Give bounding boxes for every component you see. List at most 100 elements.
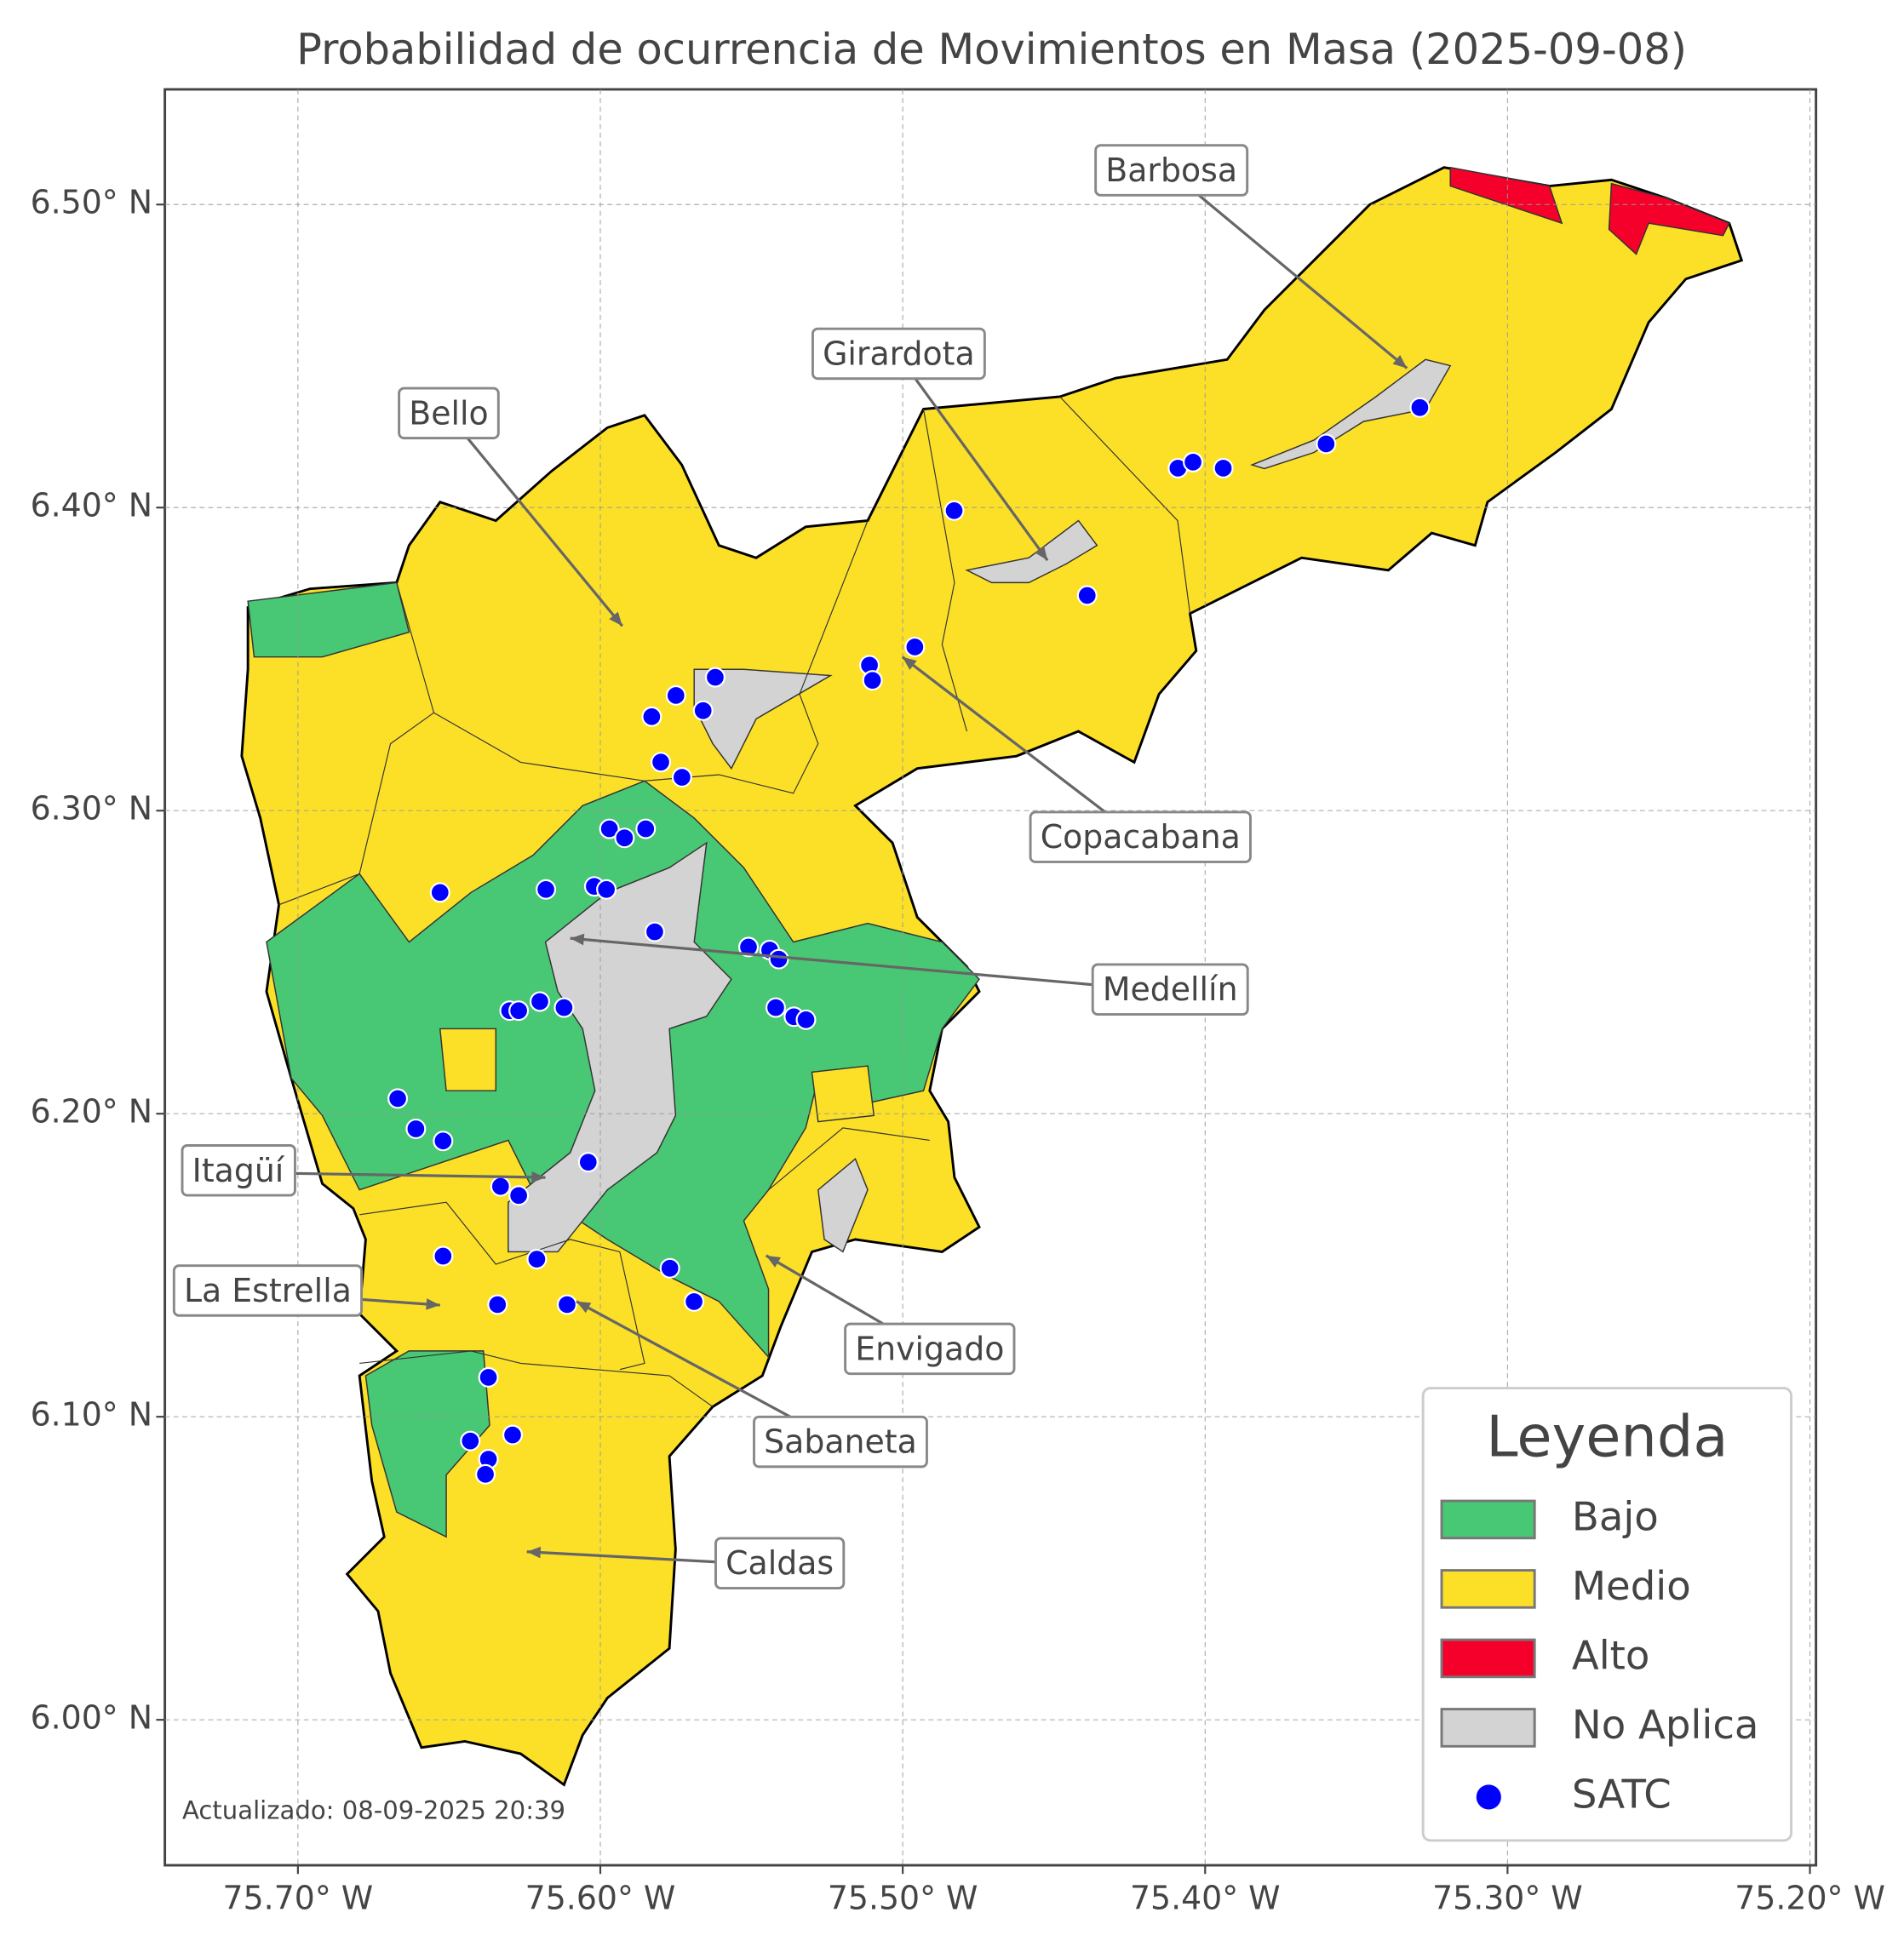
satc-point [862,670,883,691]
annotation: Barbosa [1094,144,1408,369]
satc-point [596,879,617,900]
satc-point [405,1118,427,1140]
annotation-label: Itagüí [192,1152,285,1189]
annotation-box [172,1264,363,1317]
annotation-box [398,386,500,440]
annotation-box [1091,963,1249,1016]
annotation: Medellín [570,933,1249,1016]
satc-point [671,767,692,788]
annotation: Caldas [526,1537,846,1589]
x-tick-label: 75.70° W [223,1879,374,1916]
basemap [240,166,1744,1787]
satc-point [1316,433,1337,455]
region-medio [811,1065,875,1123]
annotation-box [844,1322,1016,1376]
satc-point [490,1176,511,1197]
annotation-label: Copacabana [1041,818,1241,856]
annotation-arrowhead [1035,546,1048,561]
satc-point [738,936,760,958]
annotation-arrowhead [576,1301,592,1314]
annotation-label: Medellín [1103,970,1238,1008]
annotation-arrowhead [570,933,585,946]
satc-point [644,921,665,942]
annotation-arrowhead [526,1546,542,1559]
legend-label: Bajo [1572,1493,1659,1539]
annotation: Copacabana [901,656,1252,863]
satc-point [1213,457,1234,478]
annotation-arrowhead [902,656,917,670]
satc-point [659,1257,680,1279]
annotation-label: Sabaneta [764,1423,917,1461]
x-tick-label: 75.30° W [1432,1879,1583,1916]
legend-swatch [1440,1638,1536,1679]
plot-frame [163,88,1818,1867]
y-tick-label: 6.00° N [31,1699,152,1737]
satc-point [1183,451,1204,472]
y-tick-label: 6.10° N [31,1396,152,1434]
satc-point [704,667,725,688]
annotation-arrowhead [531,1171,546,1183]
legend-label: Medio [1572,1563,1691,1609]
legend-swatch [1440,1569,1536,1609]
satc-point [614,827,635,849]
satc-point [433,1131,454,1152]
annotation: Sabaneta [576,1300,928,1469]
municipal-border [768,1127,930,1191]
legend-swatch [1440,1708,1536,1748]
satc-point [599,818,620,839]
annotation-arrowhead [609,611,622,627]
region-alto [1449,166,1563,225]
annotation-box [714,1537,846,1589]
annotation-box [811,327,986,381]
annotation-arrow [447,414,624,627]
y-tick-label: 6.20° N [31,1093,152,1131]
satc-point [665,684,686,706]
satc-point [768,948,789,970]
region-bajo [247,581,410,658]
chart-title: Probabilidad de ocurrencia de Movimiento… [296,25,1687,74]
annotation-arrow [901,656,1142,840]
annotation-box [1029,810,1252,863]
x-tick-label: 75.20° W [1735,1879,1885,1916]
region-no-aplica [508,841,732,1253]
annotation-arrowhead [766,1255,781,1268]
region-medio [240,166,1744,1787]
legend-label: SATC [1572,1771,1672,1817]
annotation-arrow [1170,171,1408,369]
annotation-arrow [898,355,1049,562]
satc-point [433,1245,454,1267]
region-no-aplica [1250,358,1452,470]
municipal-border [278,712,434,906]
annotation-label: Girardota [823,335,975,372]
region-no-aplica [817,1158,869,1253]
satc-point [795,1009,817,1030]
satc-point [508,1185,530,1206]
satc-point [692,700,714,721]
municipal-border [396,520,869,794]
satc-point [1409,397,1431,418]
region-bajo [364,1350,490,1538]
legend-marker [1476,1784,1501,1810]
satc-point [684,1291,705,1312]
municipal-border [922,409,968,732]
annotation-label: La Estrella [184,1272,352,1309]
legend-title: Leyenda [1486,1403,1728,1469]
annotation-box [753,1415,928,1469]
satc-point [478,1366,499,1388]
x-tick-label: 75.40° W [1130,1879,1281,1916]
annotation: Bello [398,386,624,627]
annotation-label: Caldas [725,1544,834,1582]
satc-point [387,1088,409,1109]
satc-point [526,1249,548,1270]
satc-point [508,1000,530,1022]
legend-label: Alto [1572,1632,1650,1678]
satc-point [765,997,786,1018]
satc-point [502,1424,524,1446]
annotation: La Estrella [172,1264,440,1317]
region-medio [439,1028,497,1091]
satc-point [651,752,672,773]
satc-point [943,500,965,521]
satc-point [529,991,550,1012]
